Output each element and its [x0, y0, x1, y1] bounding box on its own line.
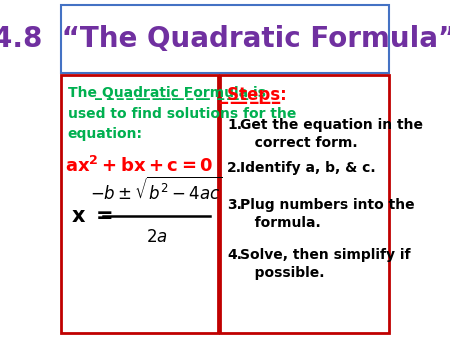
Text: Plug numbers into the
   formula.: Plug numbers into the formula. — [240, 198, 414, 231]
Text: 4.: 4. — [227, 248, 242, 262]
FancyBboxPatch shape — [61, 75, 217, 333]
Text: ̲S̲t̲e̲p̲s̲:: ̲S̲t̲e̲p̲s̲: — [227, 86, 287, 104]
Text: Identify a, b, & c.: Identify a, b, & c. — [240, 161, 376, 175]
Text: 4.8  “The Quadratic Formula”: 4.8 “The Quadratic Formula” — [0, 25, 450, 53]
Text: 2.: 2. — [227, 161, 242, 175]
Text: The ̲Q̲u̲a̲d̲r̲a̲t̲i̲c̲ ̲F̲o̲r̲m̲u̲l̲a̲ is
used to find solutions for the
equati: The ̲Q̲u̲a̲d̲r̲a̲t̲i̲c̲ ̲F̲o̲r̲m̲u̲l̲a̲ … — [68, 86, 296, 141]
FancyBboxPatch shape — [220, 75, 389, 333]
Text: Get the equation in the
   correct form.: Get the equation in the correct form. — [240, 118, 423, 150]
Text: $\bf{x}$ $\bf{=}$: $\bf{x}$ $\bf{=}$ — [71, 206, 113, 226]
Text: $2a$: $2a$ — [145, 228, 167, 246]
Text: Solve, then simplify if
   possible.: Solve, then simplify if possible. — [240, 248, 410, 281]
FancyBboxPatch shape — [61, 5, 389, 73]
Text: 3.: 3. — [227, 198, 242, 212]
Text: 1.: 1. — [227, 118, 242, 132]
Text: $-b \pm \sqrt{b^2-4ac}$: $-b \pm \sqrt{b^2-4ac}$ — [90, 177, 223, 204]
Text: $\mathbf{ax^2 + bx + c = 0}$: $\mathbf{ax^2 + bx + c = 0}$ — [65, 156, 213, 176]
